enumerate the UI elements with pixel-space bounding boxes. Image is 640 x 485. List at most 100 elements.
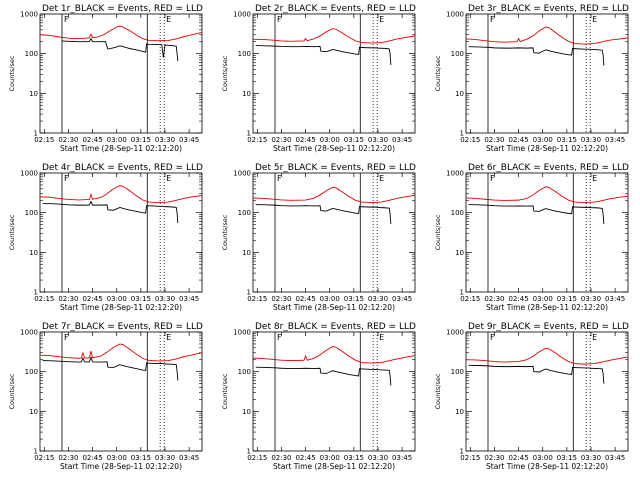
x-tick-label: 02:45	[82, 454, 102, 462]
y-tick-label: 10	[242, 408, 251, 416]
x-axis-label: Start Time (28-Sep-11 02:12:20)	[60, 462, 182, 471]
x-tick-label: 02:15	[247, 136, 267, 144]
y-axis-label: Counts/sec	[221, 373, 229, 409]
y-tick-label: 1000	[20, 170, 38, 178]
x-tick-label: 03:45	[605, 295, 625, 303]
detector-panel-2: Det 2r_BLACK = Events, RED = LLD 02:15 02:…	[221, 4, 416, 153]
interval-label: E	[166, 15, 171, 24]
x-tick-label: 02:30	[58, 454, 78, 462]
y-tick-label: 1	[460, 289, 464, 297]
y-tick-label: 1	[34, 289, 38, 297]
x-tick-label: 03:00	[320, 136, 340, 144]
y-tick-label: 10	[29, 90, 38, 98]
plot-frame	[252, 172, 416, 293]
series-events-line	[468, 364, 605, 384]
y-tick-label: 10	[29, 249, 38, 257]
interval-label: F	[277, 333, 282, 342]
y-tick-label: 1000	[446, 170, 464, 178]
x-tick-label: 02:15	[34, 295, 54, 303]
detector-panel-6: Det 6r_BLACK = Events, RED = LLD 02:15 02:…	[434, 163, 629, 312]
y-tick-label: 100	[238, 368, 251, 376]
x-tick-label: 02:45	[295, 454, 315, 462]
plot-frame	[465, 172, 629, 293]
x-tick-label: 02:45	[295, 136, 315, 144]
interval-label: F	[64, 174, 69, 183]
series-lld-line	[39, 185, 203, 203]
series-lld-line	[39, 343, 203, 362]
x-tick-label: 03:45	[179, 136, 199, 144]
x-tick-label: 03:00	[107, 295, 127, 303]
interval-label: E	[592, 15, 597, 24]
series-events-line	[468, 204, 605, 224]
series-events-line	[255, 45, 392, 65]
plot-frame	[39, 331, 203, 452]
panel-title: Det 3r_BLACK = Events, RED = LLD	[468, 4, 629, 14]
x-tick-label: 03:00	[320, 295, 340, 303]
detector-panel-4: Det 4r_BLACK = Events, RED = LLD 02:15 02:…	[8, 163, 203, 312]
x-tick-label: 02:15	[247, 454, 267, 462]
y-axis-label: Counts/sec	[8, 214, 16, 250]
x-tick-label: 03:30	[368, 136, 388, 144]
series-events-line	[61, 37, 179, 62]
plot-frame	[252, 331, 416, 452]
interval-label: F	[64, 15, 69, 24]
y-tick-label: 1000	[233, 11, 251, 19]
x-tick-label: 03:45	[605, 454, 625, 462]
y-tick-label: 100	[238, 50, 251, 58]
y-axis-label: Counts/sec	[434, 55, 442, 91]
y-tick-label: 10	[242, 249, 251, 257]
x-axis-label: Start Time (28-Sep-11 02:12:20)	[486, 303, 608, 312]
interval-label: F	[277, 15, 282, 24]
x-tick-label: 02:15	[460, 295, 480, 303]
y-tick-label: 10	[455, 408, 464, 416]
y-tick-label: 10	[29, 408, 38, 416]
y-tick-label: 100	[451, 209, 464, 217]
x-tick-label: 03:15	[131, 136, 151, 144]
panel-title: Det 4r_BLACK = Events, RED = LLD	[42, 163, 203, 173]
x-tick-label: 03:00	[320, 454, 340, 462]
panel-title: Det 1r_BLACK = Events, RED = LLD	[42, 4, 203, 14]
detector-panel-9: Det 9r_BLACK = Events, RED = LLD 02:15 02:…	[434, 322, 629, 471]
x-tick-label: 03:15	[344, 295, 364, 303]
x-tick-label: 03:15	[557, 454, 577, 462]
y-axis-label: Counts/sec	[434, 214, 442, 250]
series-lld-line	[252, 28, 416, 44]
x-tick-label: 03:45	[605, 136, 625, 144]
plot-frame	[252, 13, 416, 134]
y-axis-label: Counts/sec	[221, 214, 229, 250]
detector-panel-7: Det 7r_BLACK = Events, RED = LLD 02:15 02:…	[8, 322, 203, 471]
y-tick-label: 1000	[233, 329, 251, 337]
series-events-line	[468, 46, 605, 66]
y-tick-label: 100	[238, 209, 251, 217]
y-tick-label: 10	[242, 90, 251, 98]
interval-label: F	[490, 15, 495, 24]
y-tick-label: 1	[247, 448, 251, 456]
x-tick-label: 02:15	[34, 454, 54, 462]
y-tick-label: 100	[451, 368, 464, 376]
interval-label: E	[166, 333, 171, 342]
series-events-line	[42, 200, 179, 224]
x-tick-label: 03:30	[581, 295, 601, 303]
x-tick-label: 02:30	[271, 136, 291, 144]
x-tick-label: 02:15	[460, 136, 480, 144]
x-tick-label: 03:45	[392, 454, 412, 462]
y-axis-label: Counts/sec	[434, 373, 442, 409]
y-axis-label: Counts/sec	[8, 373, 16, 409]
panel-title: Det 9r_BLACK = Events, RED = LLD	[468, 322, 629, 332]
x-tick-label: 03:30	[155, 295, 175, 303]
series-lld-line	[465, 26, 629, 45]
x-tick-label: 03:15	[131, 295, 151, 303]
x-tick-label: 03:15	[557, 295, 577, 303]
x-tick-label: 03:45	[392, 295, 412, 303]
x-tick-label: 02:45	[82, 295, 102, 303]
x-tick-label: 02:30	[484, 454, 504, 462]
panel-title: Det 8r_BLACK = Events, RED = LLD	[255, 322, 416, 332]
y-tick-label: 1	[460, 448, 464, 456]
y-tick-label: 1	[247, 289, 251, 297]
y-tick-label: 100	[25, 368, 38, 376]
x-axis-label: Start Time (28-Sep-11 02:12:20)	[60, 144, 182, 153]
detector-panel-1: Det 1r_BLACK = Events, RED = LLD 02:15 02:…	[8, 4, 203, 153]
x-tick-label: 02:30	[484, 295, 504, 303]
x-axis-label: Start Time (28-Sep-11 02:12:20)	[273, 462, 395, 471]
x-tick-label: 02:15	[247, 295, 267, 303]
